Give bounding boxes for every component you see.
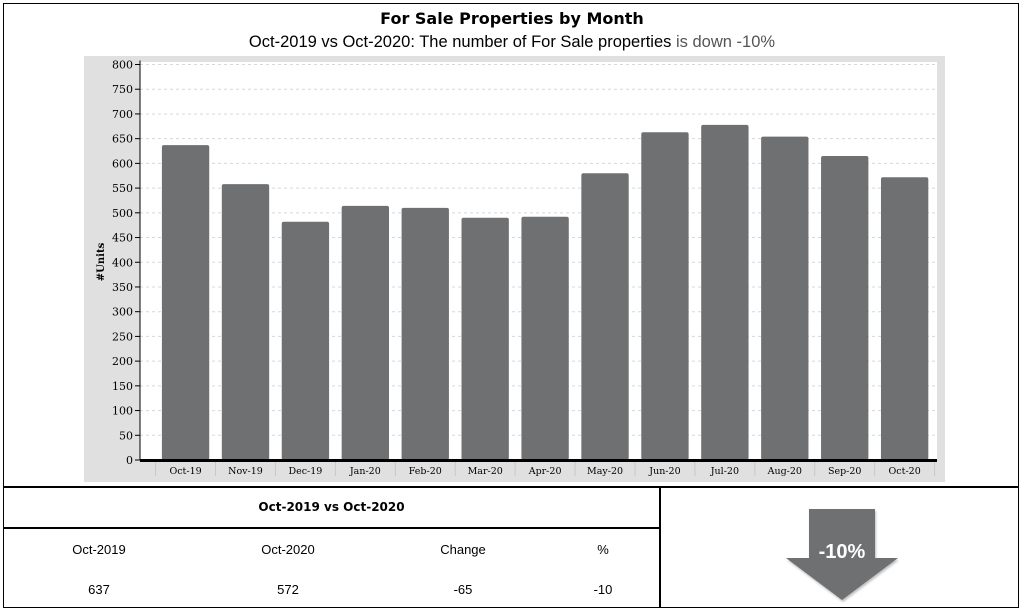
y-tick-label: 550 [112, 182, 133, 195]
y-tick-label: 800 [112, 59, 133, 72]
section-divider [3, 486, 1019, 488]
down-arrow-icon [786, 509, 898, 600]
y-tick-label: 250 [112, 330, 133, 343]
y-tick-label: 400 [112, 256, 133, 269]
x-tick-label: Jun-20 [648, 466, 680, 477]
x-tick-label: Oct-20 [889, 466, 921, 477]
report-frame [3, 3, 1019, 608]
y-tick-label: 750 [112, 83, 133, 96]
x-tick-label: Jan-20 [349, 466, 381, 477]
bar-mar-20 [461, 217, 509, 460]
bar-aug-20 [761, 136, 809, 460]
bar-apr-20 [521, 216, 569, 460]
y-tick-label: 0 [126, 454, 133, 467]
bar-oct-20 [880, 177, 929, 460]
x-tick-label: Dec-19 [288, 466, 322, 477]
header-oct-2020: Oct-2020 [261, 542, 315, 557]
x-tick-label: Oct-19 [169, 466, 201, 477]
y-tick-label: 450 [112, 232, 133, 245]
subtitle-main: Oct-2019 vs Oct-2020: The number of For … [248, 33, 672, 51]
subtitle-trend: is down -10% [676, 33, 776, 51]
y-tick-label: 600 [112, 157, 133, 170]
value-percent: -10 [593, 582, 613, 597]
value-change: -65 [453, 582, 473, 597]
x-tick-label: Nov-19 [228, 466, 263, 477]
y-axis: 0 50 100 150 200 250 300 350 400 450 500 550 600 650 7… [112, 59, 141, 467]
value-oct-2020: 572 [277, 582, 299, 597]
header-change: Change [440, 542, 486, 557]
header-percent: % [597, 542, 609, 557]
x-tick-label: Sep-20 [828, 466, 862, 477]
bars [161, 124, 929, 461]
y-tick-label: 350 [112, 281, 133, 294]
y-tick-label: 200 [112, 355, 133, 368]
arrow-shape [786, 509, 898, 600]
bar-oct-19 [161, 145, 210, 460]
y-tick-label: 300 [112, 306, 133, 319]
comparison-title: Oct-2019 vs Oct-2020 [258, 500, 405, 514]
y-axis-label: #Units [96, 242, 107, 281]
bar-jan-20 [341, 205, 390, 460]
chart-title: For Sale Properties by Month [380, 9, 644, 28]
change-percent-label: -10% [818, 541, 866, 563]
x-tick-label: May-20 [587, 466, 623, 477]
x-tick-label: Feb-20 [409, 466, 442, 477]
x-axis: Oct-19 Nov-19 Dec-19 Jan-20 Feb-20 Mar-20 Apr-… [140, 459, 937, 477]
y-tick-label: 50 [119, 429, 133, 442]
bar-chart: 0 50 100 150 200 250 300 350 400 450 500 550 600 650 7… [84, 56, 945, 482]
bar-sep-20 [821, 155, 869, 460]
x-tick-label: Aug-20 [767, 466, 802, 477]
value-oct-2019: 637 [88, 582, 110, 597]
y-tick-label: 500 [112, 207, 133, 220]
y-tick-label: 100 [112, 405, 133, 418]
chart-subtitle: Oct-2019 vs Oct-2020: The number of For … [0, 33, 1024, 52]
bar-jul-20 [701, 124, 749, 460]
bar-may-20 [581, 173, 629, 460]
bar-dec-19 [281, 221, 330, 460]
x-tick-label: Mar-20 [468, 466, 503, 477]
header-oct-2019: Oct-2019 [72, 542, 126, 557]
x-tick-label: Apr-20 [528, 466, 562, 477]
x-tick-label: Jul-20 [710, 466, 739, 477]
bar-jun-20 [641, 132, 689, 460]
y-tick-label: 150 [112, 380, 133, 393]
panel-divider [659, 486, 661, 608]
table-header-divider [3, 527, 660, 529]
y-tick-label: 700 [112, 108, 133, 121]
bar-feb-20 [401, 207, 449, 460]
y-tick-label: 650 [112, 133, 133, 146]
bar-nov-19 [221, 184, 270, 461]
